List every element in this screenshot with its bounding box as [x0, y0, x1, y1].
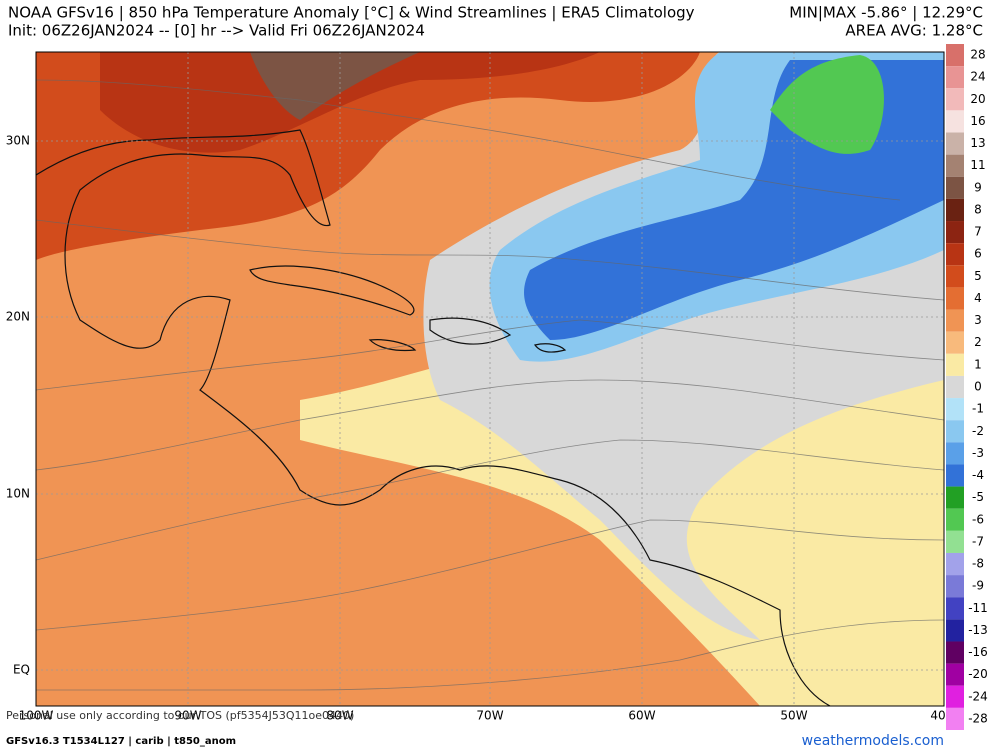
- colorbar: 28 24 20 16 13 11 9 8 7 6 5 4 3 2 1 0 -1 -2 -3 -4 -5 -6 -7 -8 -9…: [946, 44, 988, 730]
- colorbar-label: 6: [974, 247, 982, 261]
- colorbar-swatch: [946, 707, 964, 730]
- model-info: GFSv16.3 T1534L127 | carib | t850_anom: [6, 736, 236, 747]
- colorbar-label: -3: [972, 446, 984, 460]
- colorbar-swatch: [946, 287, 964, 310]
- colorbar-label: 0: [974, 380, 982, 394]
- colorbar-swatch: [946, 685, 964, 708]
- colorbar-swatch: [946, 353, 964, 376]
- colorbar-label: 16: [970, 114, 985, 128]
- lat-label: EQ: [13, 663, 30, 677]
- colorbar-swatch: [946, 44, 964, 67]
- colorbar-swatch: [946, 265, 964, 288]
- lon-label: 70W: [476, 709, 503, 723]
- colorbar-swatch: [946, 552, 964, 576]
- colorbar-label: 13: [970, 136, 985, 150]
- colorbar-swatch: [946, 198, 964, 222]
- axis-labels: 30N 20N 10N EQ 100W 90W 80W 70W 60W 50W 40: [6, 134, 946, 723]
- colorbar-label: -16: [968, 645, 988, 659]
- colorbar-label: -24: [968, 689, 988, 703]
- disclaimer: Personal use only according to our TOS (…: [6, 709, 354, 722]
- colorbar-label: -11: [968, 601, 988, 615]
- lon-label: 60W: [628, 709, 655, 723]
- colorbar-label: -1: [972, 402, 984, 416]
- colorbar-label: 7: [974, 225, 982, 239]
- subtitle: Init: 06Z26JAN2024 -- [0] hr --> Valid F…: [8, 22, 425, 40]
- lat-label: 10N: [6, 487, 30, 501]
- site: weathermodels.com: [802, 733, 944, 749]
- title: NOAA GFSv16 | 850 hPa Temperature Anomal…: [8, 4, 695, 22]
- colorbar-label: 11: [970, 158, 985, 172]
- colorbar-label: 5: [974, 269, 982, 283]
- colorbar-label: 4: [974, 291, 982, 305]
- warm-peak: [250, 52, 420, 120]
- colorbar-swatch: [946, 508, 964, 531]
- area-avg: AREA AVG: 1.28°C: [845, 22, 983, 40]
- colorbar-swatch: [946, 575, 964, 598]
- colorbar-swatch: [946, 154, 964, 177]
- colorbar-label: -9: [972, 579, 984, 593]
- colorbar-swatch: [946, 66, 964, 89]
- colorbar-label: -28: [968, 711, 988, 725]
- lon-label: 90W: [174, 709, 201, 723]
- colorbar-swatch: [946, 464, 964, 487]
- colorbar-swatch: [946, 619, 964, 642]
- colorbar-swatch: [946, 176, 964, 199]
- colorbar-swatch: [946, 243, 964, 266]
- colorbar-swatch: [946, 530, 964, 553]
- colorbar-label: -4: [972, 468, 984, 482]
- colorbar-label: 1: [974, 357, 982, 371]
- lon-label: 80W: [326, 709, 353, 723]
- lat-label: 30N: [6, 134, 30, 148]
- coastlines: [36, 129, 831, 706]
- lon-label: 100W: [19, 709, 54, 723]
- colorbar-swatch: [946, 309, 964, 332]
- colorbar-label: -2: [972, 424, 984, 438]
- colorbar-swatch: [946, 398, 964, 421]
- graticule: [36, 52, 944, 706]
- colorbar-label: 8: [974, 202, 982, 216]
- colorbar-swatch: [946, 663, 964, 686]
- lon-label: 40: [930, 709, 945, 723]
- colorbar-swatch: [946, 641, 964, 664]
- colorbar-swatch: [946, 375, 964, 399]
- colorbar-swatch: [946, 88, 964, 111]
- lat-label: 20N: [6, 310, 30, 324]
- colorbar-label: 20: [970, 92, 985, 106]
- colorbar-swatch: [946, 221, 964, 244]
- colorbar-label: 28: [970, 48, 985, 62]
- colorbar-label: -6: [972, 512, 984, 526]
- colorbar-label: -13: [968, 623, 988, 637]
- colorbar-swatch: [946, 420, 964, 443]
- colorbar-label: 24: [970, 70, 985, 84]
- colorbar-label: -5: [972, 490, 984, 504]
- colorbar-label: -7: [972, 534, 984, 548]
- colorbar-label: -20: [968, 667, 988, 681]
- colorbar-swatch: [946, 442, 964, 465]
- map: [36, 52, 944, 706]
- minmax: MIN|MAX -5.86° | 12.29°C: [789, 4, 983, 22]
- colorbar-swatch: [946, 331, 964, 354]
- colorbar-label: -8: [972, 557, 984, 571]
- colorbar-label: 9: [974, 180, 982, 194]
- colorbar-label: 3: [974, 313, 982, 327]
- colorbar-swatch: [946, 132, 964, 155]
- map-frame: [35, 51, 945, 707]
- lon-label: 50W: [780, 709, 807, 723]
- colorbar-swatch: [946, 486, 964, 509]
- colorbar-swatch: [946, 597, 964, 620]
- warm-core: [100, 52, 600, 153]
- colorbar-label: 2: [974, 335, 982, 349]
- cold-core: [770, 55, 884, 154]
- colorbar-swatch: [946, 110, 964, 133]
